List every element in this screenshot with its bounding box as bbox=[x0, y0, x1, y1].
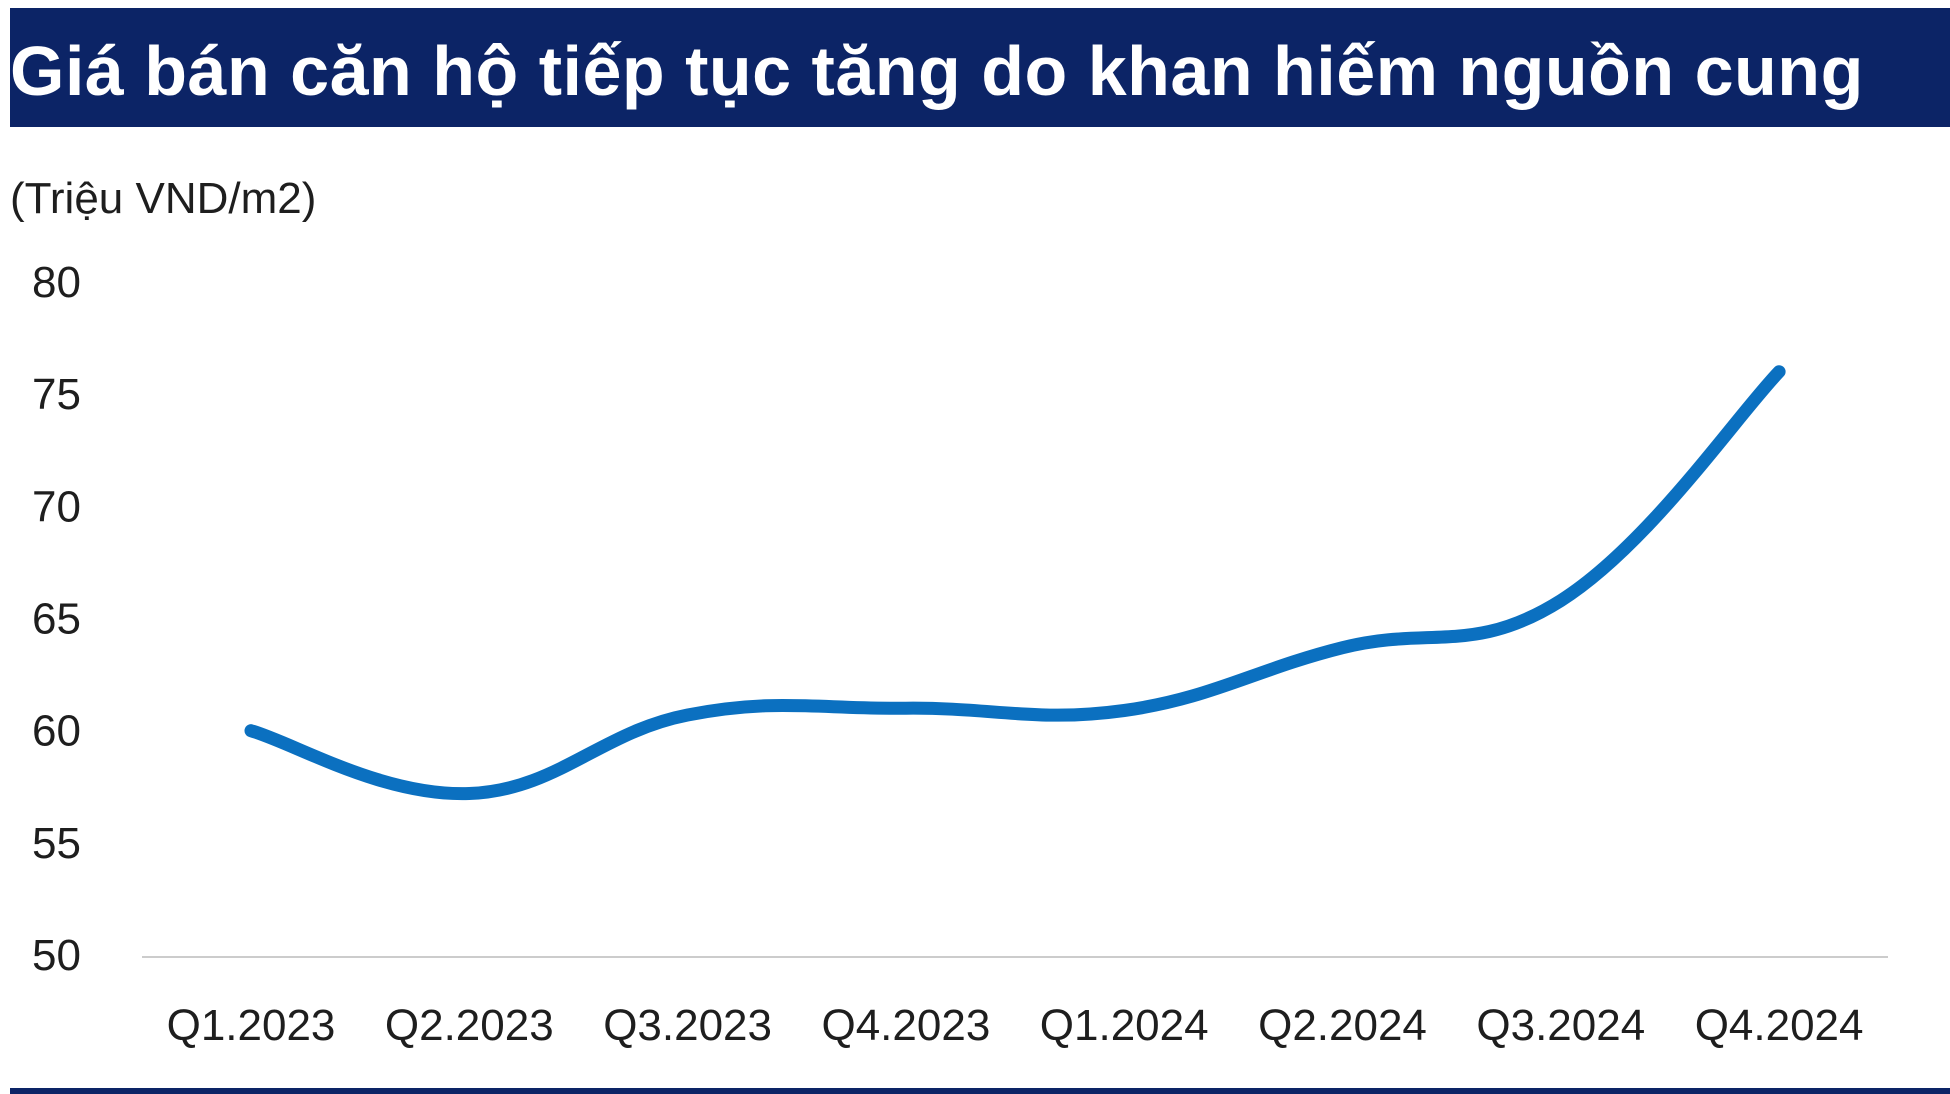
y-tick-label: 60 bbox=[32, 707, 81, 756]
y-tick-label: 50 bbox=[32, 931, 81, 980]
x-tick-label: Q3.2023 bbox=[603, 1001, 772, 1050]
x-tick-label: Q2.2024 bbox=[1258, 1001, 1427, 1050]
y-axis: 80 75 70 65 60 55 50 bbox=[32, 258, 81, 980]
price-series-line bbox=[244, 365, 1786, 801]
y-tick-label: 65 bbox=[32, 595, 81, 644]
y-tick-label: 80 bbox=[32, 258, 81, 307]
chart-title: Giá bán căn hộ tiếp tục tăng do khan hiế… bbox=[10, 32, 1864, 110]
bottom-bar bbox=[10, 1088, 1950, 1094]
x-tick-label: Q2.2023 bbox=[385, 1001, 554, 1050]
x-tick-label: Q1.2023 bbox=[167, 1001, 336, 1050]
y-tick-label: 70 bbox=[32, 482, 81, 531]
x-tick-label: Q4.2023 bbox=[821, 1001, 990, 1050]
x-axis: Q1.2023 Q2.2023 Q3.2023 Q4.2023 Q1.2024 Q2.20… bbox=[167, 1001, 1864, 1050]
y-tick-label: 75 bbox=[32, 370, 81, 419]
title-bar: Giá bán căn hộ tiếp tục tăng do khan hiế… bbox=[10, 8, 1950, 127]
y-tick-label: 55 bbox=[32, 819, 81, 868]
y-axis-unit-label: (Triệu VND/m2) bbox=[10, 174, 316, 223]
x-tick-label: Q4.2024 bbox=[1695, 1001, 1864, 1050]
x-tick-label: Q3.2024 bbox=[1476, 1001, 1645, 1050]
x-tick-label: Q1.2024 bbox=[1040, 1001, 1209, 1050]
